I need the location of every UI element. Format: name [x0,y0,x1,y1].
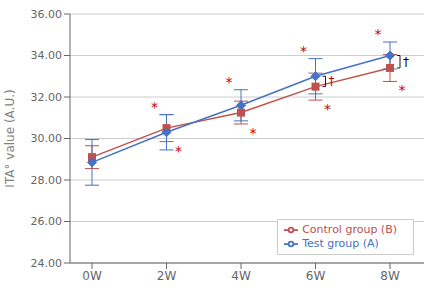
svg-text:†: † [403,55,409,69]
svg-text:28.00: 28.00 [31,174,63,187]
svg-text:0W: 0W [82,269,102,283]
svg-text:32.00: 32.00 [31,91,63,104]
html-text:Control group (B): Control group (B) [302,223,397,236]
svg-text:ITA° value (A.U.): ITA° value (A.U.) [3,89,17,187]
svg-text:*: * [399,82,406,98]
svg-text:†: † [329,74,335,88]
svg-text:8W: 8W [380,269,400,283]
svg-text:4W: 4W [231,269,251,283]
svg-text:*: * [151,99,158,115]
svg-text:30.00: 30.00 [31,132,63,145]
svg-text:34.00: 34.00 [31,49,63,62]
svg-text:*: * [300,43,307,59]
svg-text:26.00: 26.00 [31,215,63,228]
svg-text:*: * [226,74,233,90]
svg-text:24.00: 24.00 [31,257,63,270]
svg-text:*: * [175,143,182,159]
svg-text:6W: 6W [306,269,326,283]
svg-text:2W: 2W [157,269,177,283]
svg-text:*: * [375,26,382,42]
html-text:Test group (A): Test group (A) [302,237,379,250]
svg-text:36.00: 36.00 [31,8,63,21]
svg-text:*: * [324,101,331,117]
svg-text:*: * [250,125,257,141]
